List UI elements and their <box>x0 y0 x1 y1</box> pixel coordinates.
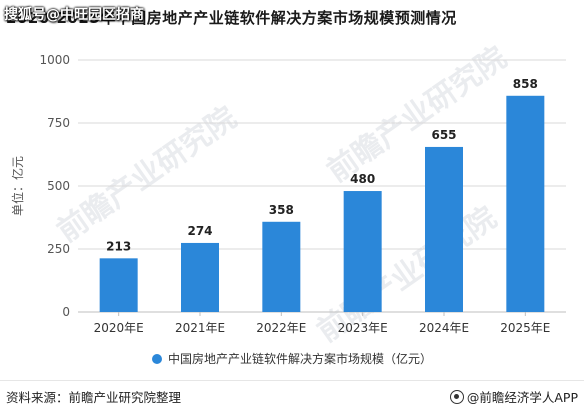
chart-title: 2020-2025年中国房地产产业链软件解决方案市场规模预测情况 <box>6 8 457 27</box>
bar <box>262 221 301 312</box>
data-label: 858 <box>513 77 538 91</box>
bar-chart: 0 250 500 750 1000 单位：亿元 213 2020年E 274 2021年E 358… <box>10 53 566 335</box>
bar <box>506 95 545 312</box>
footer: 资料来源：前瞻产业研究院整理 @前瞻经济学人APP <box>0 380 584 415</box>
y-tick-label: 1000 <box>39 53 70 67</box>
x-tick-label: 2024年E <box>419 321 469 335</box>
brand: @前瞻经济学人APP <box>449 387 578 406</box>
brand-logo-icon <box>449 389 464 404</box>
x-tick-label: 2023年E <box>338 321 388 335</box>
bar <box>425 146 463 312</box>
legend-label: 中国房地产产业链软件解决方案市场规模（亿元） <box>167 352 432 366</box>
data-label: 274 <box>187 224 212 238</box>
x-tick-label: 2022年E <box>256 321 306 335</box>
y-tick-label: 750 <box>47 116 70 130</box>
bar <box>99 258 138 312</box>
y-tick-label: 500 <box>47 179 70 193</box>
x-tick-label: 2021年E <box>175 321 225 335</box>
legend-swatch <box>151 353 162 364</box>
legend: 中国房地产产业链软件解决方案市场规模（亿元） <box>0 350 584 367</box>
x-tick-label: 2025年E <box>500 321 550 335</box>
x-tick-label: 2020年E <box>94 321 144 335</box>
data-label: 655 <box>431 128 456 142</box>
data-label: 358 <box>269 203 294 217</box>
bar <box>181 242 219 312</box>
y-tick-label: 0 <box>62 305 70 319</box>
title-bar: 2020-2025年中国房地产产业链软件解决方案市场规模预测情况 <box>6 2 457 32</box>
bar <box>343 191 382 312</box>
y-axis-label: 单位：亿元 <box>10 156 25 216</box>
overlay-watermark-text: 搜狐号@中旺园区招商 <box>4 7 144 23</box>
brand-text: @前瞻经济学人APP <box>466 390 578 405</box>
data-label: 213 <box>106 239 131 253</box>
source-text: 资料来源：前瞻产业研究院整理 <box>6 390 182 405</box>
y-tick-label: 250 <box>47 242 70 256</box>
data-label: 480 <box>350 172 375 186</box>
